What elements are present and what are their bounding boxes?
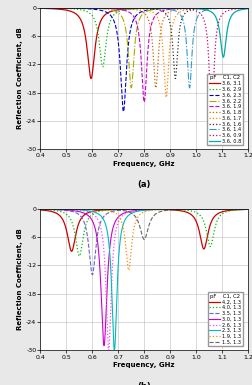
Y-axis label: Reflection Coefficient, dB: Reflection Coefficient, dB [17, 28, 23, 129]
Text: (b): (b) [137, 382, 150, 385]
Y-axis label: Reflection Coefficient, dB: Reflection Coefficient, dB [17, 229, 23, 330]
Legend: 3.6, 3.1, 3.6, 2.9, 3.6, 2.3, 3.6, 2.2, 3.6, 1.9, 3.6, 1.8, 3.6, 1.7, 3.6, 1.6, : 3.6, 3.1, 3.6, 2.9, 3.6, 2.3, 3.6, 2.2, … [207, 74, 242, 146]
X-axis label: Frequency, GHz: Frequency, GHz [113, 161, 174, 167]
Text: (a): (a) [137, 181, 150, 189]
Legend: 4.2, 1.3, 4.0, 1.3, 3.5, 1.3, 3.0, 1.3, 2.6, 1.3, 2.3, 1.3, 1.9, 1.3, 1.5, 1.3: 4.2, 1.3, 4.0, 1.3, 3.5, 1.3, 3.0, 1.3, … [207, 292, 242, 346]
X-axis label: Frequency, GHz: Frequency, GHz [113, 362, 174, 368]
